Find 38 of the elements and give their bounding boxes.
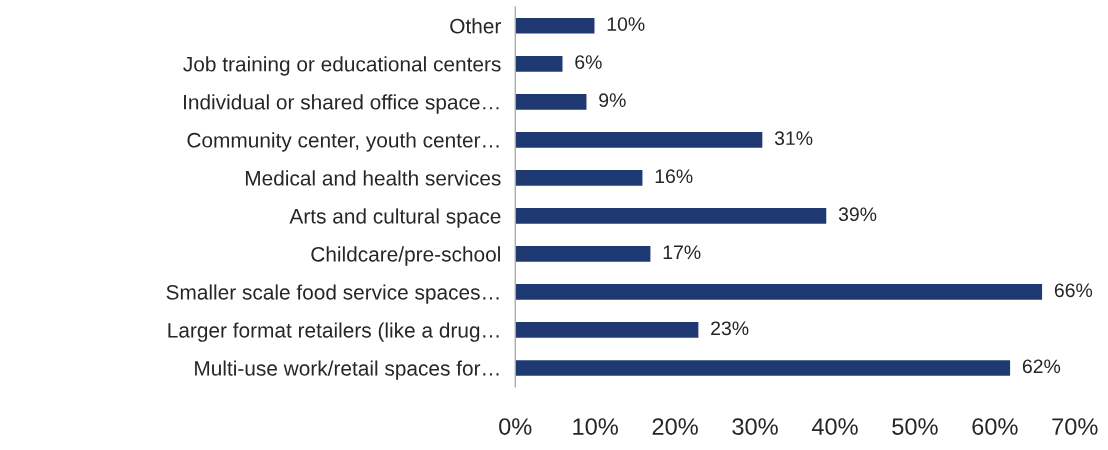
y-tick-label: Community center, youth center… (187, 132, 499, 152)
data-label: 9% (599, 93, 626, 108)
y-tick-label: Medical and health services (245, 170, 501, 186)
data-label: 39% (838, 207, 877, 222)
data-label: 23% (711, 321, 749, 336)
data-label: 10% (607, 17, 645, 31)
bar (515, 92, 588, 112)
x-tick-label: 50% (892, 418, 938, 435)
data-label: 16% (655, 169, 693, 184)
x-tick-label: 30% (732, 418, 778, 435)
bar (515, 168, 644, 188)
y-tick-label: Smaller scale food service spaces… (166, 284, 499, 304)
data-label: 66% (1054, 283, 1093, 298)
y-tick-label: Larger format retailers (like a drug… (168, 322, 499, 342)
data-label: 31% (774, 131, 813, 146)
bar (515, 16, 596, 36)
x-tick-label: 10% (573, 418, 618, 435)
y-tick-label: Multi-use work/retail spaces for… (195, 360, 499, 380)
y-tick-label: Arts and cultural space (289, 208, 501, 228)
data-label: 6% (575, 55, 602, 70)
x-tick-label: 40% (811, 418, 858, 435)
data-label: 17% (663, 245, 701, 260)
bar (515, 130, 764, 150)
bar (515, 320, 700, 340)
y-tick-label: Individual or shared office space… (184, 94, 499, 114)
data-label: 62% (1022, 359, 1061, 374)
bar (515, 54, 564, 74)
x-tick-label: 0% (499, 418, 532, 435)
bar (515, 206, 828, 226)
y-tick-label: Other (450, 18, 501, 34)
y-tick-label: Childcare/pre-school (311, 246, 500, 266)
bar (515, 282, 1044, 302)
x-tick-label: 70% (1052, 418, 1098, 435)
bar (515, 244, 652, 264)
x-tick-label: 60% (972, 418, 1018, 435)
bar (515, 358, 1012, 378)
x-tick-label: 20% (652, 418, 698, 435)
y-tick-label: Job training or educational centers (183, 56, 501, 76)
